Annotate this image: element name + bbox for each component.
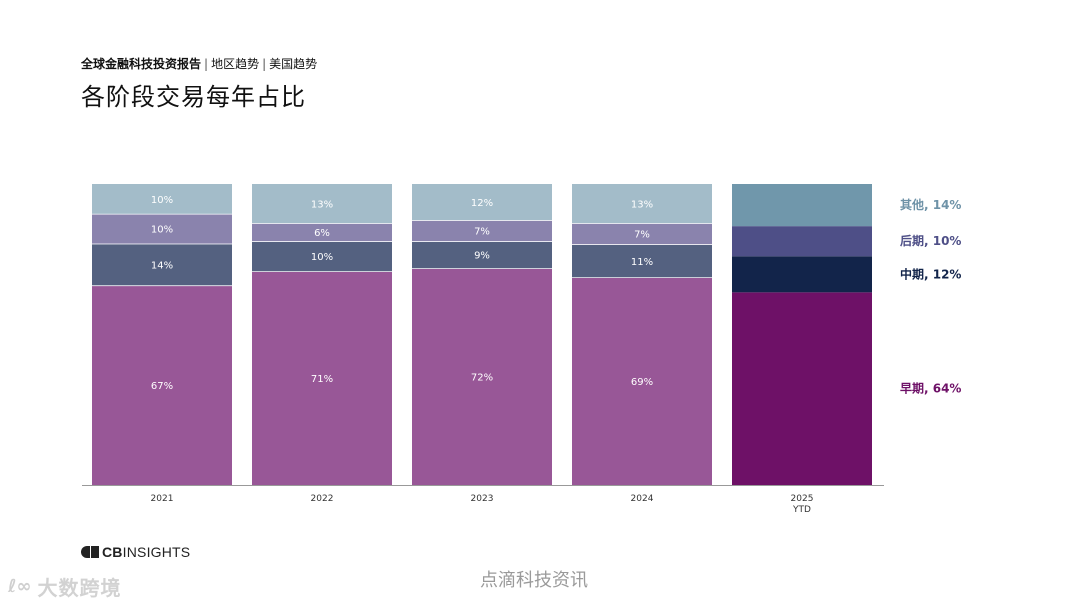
data-label: 9% xyxy=(474,251,490,262)
bar-segment-early xyxy=(412,268,552,485)
watermark-left-text: 大数跨境 xyxy=(37,576,122,600)
legend-entry: 其他, 14% xyxy=(900,197,961,212)
x-tick-label: 2022 xyxy=(311,494,334,504)
data-label: 12% xyxy=(471,198,493,209)
bar-segment-other xyxy=(252,184,392,224)
bar-segment-late xyxy=(412,220,552,242)
legend-entry: 后期, 10% xyxy=(900,233,961,248)
data-label: 13% xyxy=(311,200,333,211)
bar-segment-early xyxy=(252,271,392,485)
bar-segment-early xyxy=(92,285,232,485)
data-label: 14% xyxy=(151,260,173,271)
watermark-logo-icon: ℓ∞ xyxy=(8,576,32,597)
breadcrumb-region: 地区趋势 xyxy=(211,57,260,71)
data-label: 71% xyxy=(311,374,333,385)
bar-segment-mid xyxy=(572,244,712,278)
data-label: 11% xyxy=(631,257,653,268)
bar-segment-other xyxy=(572,184,712,224)
bar-segment-mid xyxy=(252,241,392,272)
cbinsights-logo: CBINSIGHTS xyxy=(81,544,190,560)
bar-segment-late xyxy=(252,223,392,242)
bar-segment-other xyxy=(412,184,552,221)
breadcrumb-separator: | xyxy=(204,57,209,71)
bar-segment-late xyxy=(92,213,232,244)
x-tick-label: YTD xyxy=(792,505,811,515)
x-tick-label: 2025 xyxy=(791,494,814,504)
data-label: 10% xyxy=(151,225,173,236)
data-label: 10% xyxy=(311,252,333,263)
data-label: 6% xyxy=(314,228,330,239)
data-label: 7% xyxy=(474,227,490,238)
breadcrumb-report: 全球金融科技投资报告 xyxy=(81,57,202,71)
bar-segment-late xyxy=(732,226,872,257)
cbinsights-logo-icon xyxy=(81,546,99,558)
breadcrumb-country: 美国趋势 xyxy=(269,57,318,71)
x-tick-label: 2021 xyxy=(151,494,174,504)
data-label: 13% xyxy=(631,200,653,211)
legend-entry: 中期, 12% xyxy=(900,266,961,281)
bar-segment-other xyxy=(732,184,872,227)
data-label: 7% xyxy=(634,230,650,241)
logo-light-text: INSIGHTS xyxy=(122,544,191,560)
breadcrumb: 全球金融科技投资报告 | 地区趋势 | 美国趋势 xyxy=(81,56,317,72)
breadcrumb-separator: | xyxy=(262,57,267,71)
x-tick-label: 2024 xyxy=(631,494,654,504)
bar-segment-mid xyxy=(412,241,552,269)
watermark-left: ℓ∞ 大数跨境 xyxy=(8,572,121,601)
bar-segment-late xyxy=(572,223,712,245)
legend-entry: 早期, 64% xyxy=(900,381,961,396)
report-header: 全球金融科技投资报告 | 地区趋势 | 美国趋势 各阶段交易每年占比 xyxy=(81,56,317,112)
logo-bold-text: CB xyxy=(102,544,123,560)
watermark-center-text: 点滴科技资讯 xyxy=(480,570,588,591)
bar-segment-early xyxy=(572,277,712,485)
page-title: 各阶段交易每年占比 xyxy=(81,83,306,111)
data-label: 10% xyxy=(151,195,173,206)
bar-segment-other xyxy=(92,184,232,214)
data-label: 72% xyxy=(471,373,493,384)
bar-segment-mid xyxy=(732,256,872,293)
data-label: 67% xyxy=(151,381,173,392)
bar-segment-early xyxy=(732,292,872,485)
x-tick-label: 2023 xyxy=(471,494,494,504)
data-label: 69% xyxy=(631,377,653,388)
bar-segment-mid xyxy=(92,243,232,286)
